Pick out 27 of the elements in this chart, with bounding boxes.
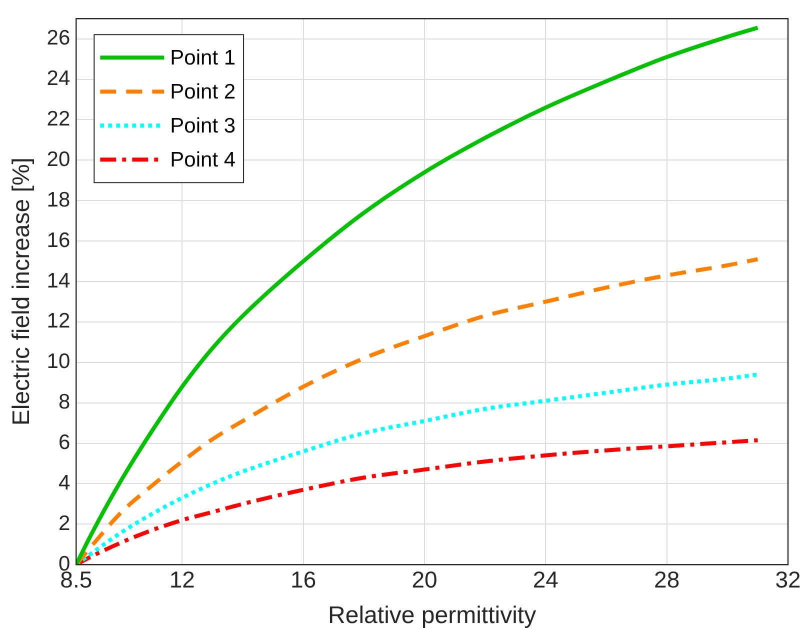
y-tick-label: 4	[58, 472, 70, 495]
legend-label: Point 4	[170, 148, 236, 172]
y-tick-label: 26	[46, 26, 70, 50]
y-tick-label: 16	[46, 228, 70, 252]
legend-label: Point 2	[170, 80, 236, 104]
x-tick-label: 24	[532, 566, 559, 593]
line-series	[76, 26, 760, 565]
y-tick-label: 18	[46, 188, 70, 212]
x-axis-title: Relative permittivity	[328, 602, 536, 630]
y-tick-label: 24	[46, 67, 70, 90]
x-tick-label: 28	[654, 566, 680, 593]
line-series	[76, 257, 760, 565]
x-tick-label: 16	[290, 566, 316, 593]
y-tick-label: 8	[58, 390, 70, 414]
x-tick-label: 32	[775, 566, 801, 593]
x-tick-label: 20	[412, 566, 438, 593]
x-tick-label: 12	[169, 566, 195, 593]
y-tick-label: 2	[58, 512, 70, 535]
y-tick-label: 14	[46, 269, 70, 292]
y-axis-title: Electric field increase [%]	[8, 158, 36, 426]
y-tick-label: 10	[46, 350, 70, 374]
y-tick-label: 22	[46, 108, 70, 131]
legend-label: Point 1	[170, 46, 236, 70]
y-tick-label: 20	[46, 148, 70, 171]
y-tick-label: 6	[58, 431, 70, 454]
legend-label: Point 3	[170, 114, 236, 138]
y-tick-label: 12	[46, 310, 70, 333]
